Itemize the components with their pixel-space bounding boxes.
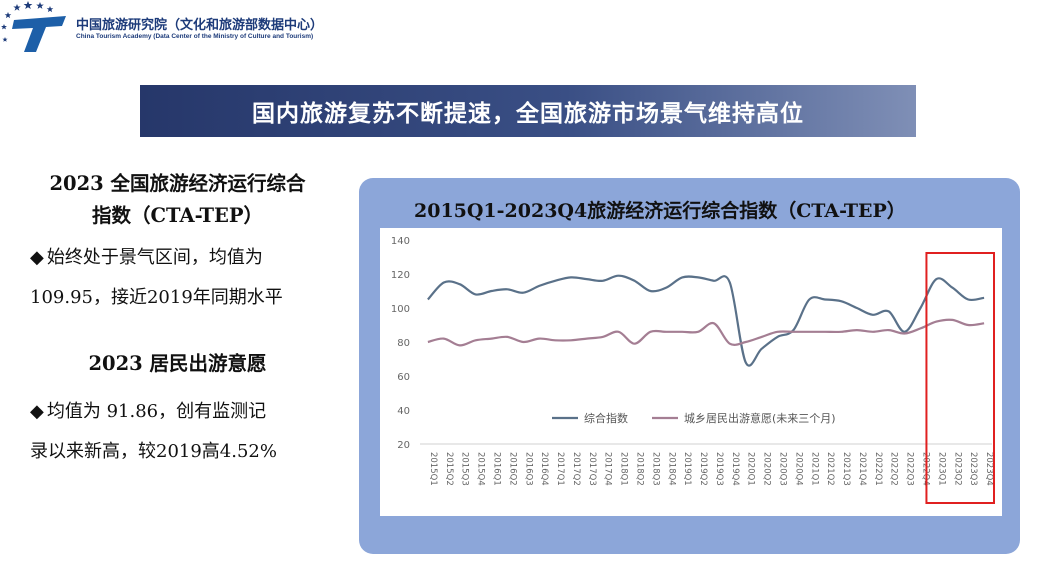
section1-title-line1: 2023 全国旅游经济运行综合 [49,172,306,195]
series-line-2 [427,318,985,347]
chart-area: 20 40 60 80 100 120 140 2015Q1 2015Q2 2015Q3 2015Q… [380,228,1002,516]
x-tick-label: 2018Q3 [650,452,660,486]
x-tick-label: 2017Q2 [571,452,581,486]
x-tick-label: 2016Q3 [523,452,533,486]
x-tick-label: 2021Q2 [825,452,835,486]
y-tick-label: 60 [397,372,410,383]
y-tick-label: 20 [397,440,410,451]
left-text-panel: 2023 全国旅游经济运行综合 指数（CTA-TEP） 始终处于景气区间，均值为… [0,168,355,472]
x-tick-label: 2017Q1 [555,452,565,486]
chart-title: 2015Q1-2023Q4旅游经济运行综合指数（CTA-TEP） [414,200,906,222]
page-title-banner: 国内旅游复苏不断提速，全国旅游市场景气维持高位 [140,85,916,137]
line-chart: 20 40 60 80 100 120 140 2015Q1 2015Q2 2015Q3 2015Q… [391,236,996,504]
x-tick-label: 2023Q1 [936,452,946,486]
x-tick-label: 2019Q3 [714,452,724,486]
x-tick-label: 2021Q3 [841,452,851,486]
x-tick-label: 2016Q1 [492,452,502,486]
series-line-1 [427,274,985,367]
section1-title-line2: 指数（CTA-TEP） [92,204,263,227]
highlight-box [925,252,996,504]
y-tick-label: 140 [391,236,410,247]
x-tick-label: 2023Q4 [984,452,994,486]
cta-logo-icon [1,1,66,52]
legend-label-1: 综合指数 [584,411,628,425]
x-tick-label: 2015Q2 [444,452,454,486]
x-tick-label: 2019Q4 [730,452,740,486]
y-tick-label: 120 [391,270,410,281]
org-name-cn: 中国旅游研究院（文化和旅游部数据中心） [76,18,324,33]
x-tick-label: 2022Q3 [905,452,915,486]
star-ring-icon [1,1,54,42]
x-tick-label: 2020Q3 [778,452,788,486]
x-tick-label: 2022Q1 [873,452,883,486]
legend-label-2: 城乡居民出游意愿(未来三个月) [684,411,836,425]
y-tick-label: 40 [397,406,410,417]
y-tick-label: 100 [391,304,410,315]
t-letter-icon [12,16,66,52]
x-tick-label: 2017Q4 [603,452,613,486]
x-tick-label: 2017Q3 [587,452,597,486]
header-logo: 中国旅游研究院（文化和旅游部数据中心） China Tourism Academ… [0,0,360,55]
x-tick-label: 2021Q4 [857,452,867,486]
x-tick-label: 2018Q4 [666,452,676,486]
x-tick-label: 2023Q2 [952,452,962,486]
x-tick-label: 2019Q2 [698,452,708,486]
x-tick-label: 2022Q2 [889,452,899,486]
x-tick-label: 2021Q1 [809,452,819,486]
x-tick-label: 2020Q4 [793,452,803,486]
x-tick-label: 2015Q1 [428,452,438,486]
x-tick-label: 2015Q3 [460,452,470,486]
section1-text-line1-content: 始终处于景气区间，均值为 [46,247,263,268]
section2-title: 2023 居民出游意愿 [88,352,267,375]
section2-text-line1: 均值为 91.86，创有监测记 [0,392,355,432]
section1-text-line2: 109.95，接近2019年同期水平 [30,287,283,308]
x-tick-label: 2018Q2 [635,452,645,486]
x-tick-label: 2018Q1 [619,452,629,486]
section2-text-line1-content: 均值为 91.86，创有监测记 [46,401,267,422]
x-tick-label: 2023Q3 [968,452,978,486]
section1-text-line1: 始终处于景气区间，均值为 [0,238,355,278]
x-tick-label: 2016Q4 [539,452,549,486]
x-tick-label: 2015Q4 [476,452,486,486]
x-tick-label: 2019Q1 [682,452,692,486]
y-tick-label: 80 [397,338,410,349]
x-tick-label: 2020Q2 [762,452,772,486]
section2-text-line2: 录以来新高，较2019高4.52% [30,441,277,462]
org-name-en: China Tourism Academy (Data Center of th… [76,33,314,40]
x-tick-label: 2016Q2 [507,452,517,486]
x-tick-label: 2020Q1 [746,452,756,486]
